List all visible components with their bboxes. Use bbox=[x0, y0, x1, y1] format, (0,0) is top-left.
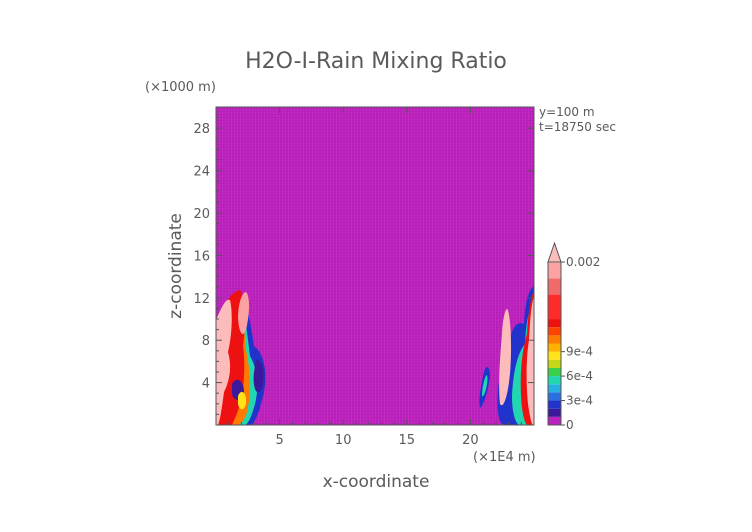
left-cell-dark-blob-2 bbox=[253, 359, 264, 393]
colorbar-segment bbox=[548, 384, 561, 393]
right-cell-small-plume-core bbox=[482, 375, 488, 397]
colorbar-segment bbox=[548, 392, 561, 401]
y-multiplier: (×1000 m) bbox=[145, 80, 216, 95]
y-tick-label: 8 bbox=[202, 334, 210, 349]
colorbar-label: 0 bbox=[566, 418, 574, 432]
x-multiplier: (×1E4 m) bbox=[473, 450, 536, 465]
x-axis: 5 10 15 20 bbox=[228, 107, 522, 448]
right-cell-pink-tower bbox=[499, 309, 512, 406]
colorbar-segment bbox=[548, 416, 561, 425]
y-tick-label: 12 bbox=[193, 292, 210, 307]
colorbar-segment bbox=[548, 359, 561, 368]
colorbar-label: 9e-4 bbox=[566, 345, 593, 359]
colorbar-segment bbox=[548, 376, 561, 385]
colorbar-segment bbox=[548, 327, 561, 336]
colorbar: 0 3e-4 6e-4 9e-4 0.002 bbox=[547, 241, 600, 432]
annotation-t: t=18750 sec bbox=[539, 120, 616, 134]
left-cell-yellow bbox=[238, 391, 247, 410]
y-tick-label: 16 bbox=[193, 249, 210, 264]
x-axis-label: x-coordinate bbox=[323, 472, 430, 492]
colorbar-segment bbox=[548, 367, 561, 377]
colorbar-extend-arrow bbox=[547, 241, 562, 263]
x-tick-label: 15 bbox=[399, 433, 416, 448]
annotation-y: y=100 m bbox=[539, 105, 595, 119]
colorbar-segment bbox=[548, 335, 561, 344]
y-axis: 4 8 12 16 20 24 28 bbox=[193, 117, 534, 415]
y-tick-label: 20 bbox=[193, 207, 210, 222]
x-tick-label: 20 bbox=[462, 433, 479, 448]
y-tick-label: 28 bbox=[193, 122, 210, 137]
y-tick-label: 24 bbox=[193, 165, 210, 180]
right-cell-pink bbox=[526, 296, 534, 425]
x-tick-label: 10 bbox=[335, 433, 352, 448]
y-axis-label: z-coordinate bbox=[166, 213, 186, 319]
left-cell-pink bbox=[216, 299, 232, 425]
colorbar-label: 3e-4 bbox=[566, 394, 593, 408]
colorbar-segment bbox=[548, 408, 561, 417]
colorbar-segment bbox=[548, 400, 561, 409]
colorbar-frame bbox=[547, 261, 562, 426]
colorbar-segment bbox=[548, 319, 561, 328]
right-cell-tower-edge bbox=[500, 374, 511, 417]
colorbar-segment bbox=[548, 343, 561, 352]
plot-background bbox=[216, 107, 534, 425]
x-tick-label: 5 bbox=[275, 433, 283, 448]
y-tick-label: 4 bbox=[202, 377, 210, 392]
left-cell-pink-top bbox=[238, 292, 249, 334]
colorbar-label: 0.002 bbox=[566, 255, 600, 269]
colorbar-segment bbox=[548, 294, 561, 320]
rain-features bbox=[216, 286, 534, 425]
chart-title: H2O-I-Rain Mixing Ratio bbox=[245, 49, 507, 74]
colorbar-segment bbox=[548, 351, 561, 360]
colorbar-segment bbox=[548, 278, 561, 295]
colorbar-label: 6e-4 bbox=[566, 369, 593, 383]
colorbar-segment bbox=[548, 262, 561, 279]
